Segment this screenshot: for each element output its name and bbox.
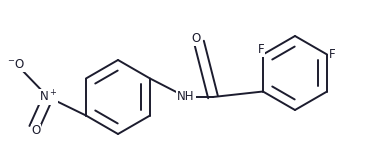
Text: N$^+$: N$^+$ — [39, 89, 57, 105]
Text: O: O — [31, 124, 40, 137]
Text: O: O — [191, 33, 201, 46]
Text: F: F — [258, 43, 264, 56]
Text: NH: NH — [177, 91, 195, 104]
Text: $^{-}$O: $^{-}$O — [7, 58, 25, 71]
Text: F: F — [329, 48, 335, 61]
